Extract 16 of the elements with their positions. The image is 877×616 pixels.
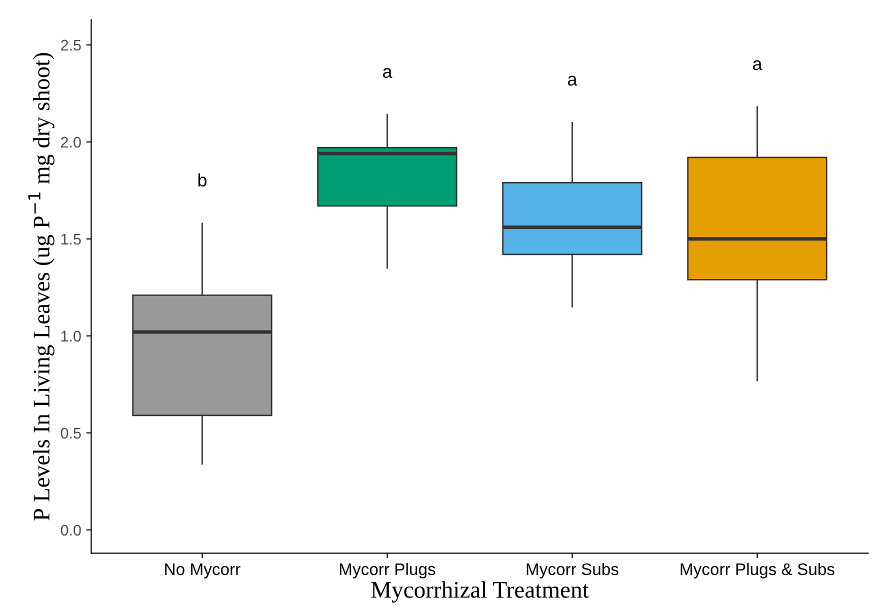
y-tick-label: 0.0 (60, 524, 81, 536)
annotation: a (568, 76, 578, 86)
y-tick-label: 2.5 (61, 40, 81, 51)
annotation: a (382, 68, 392, 78)
y-tick-label: 1.0 (61, 330, 81, 342)
annotation: a (752, 60, 762, 70)
x-tick-label: Mycorr Subs (526, 562, 618, 578)
y-tick-label: 2.0 (61, 136, 81, 148)
x-tick-label: Mycorr Plugs (340, 562, 436, 578)
y-tick-label: 0.5 (60, 428, 81, 439)
x-axis-title: Mycorrhizal Treatment (371, 581, 589, 603)
x-tick-label: Mycorr Plugs & Subs (680, 562, 834, 578)
x-tick-label: No Mycorr (165, 564, 240, 578)
annotation: b (198, 173, 206, 187)
y-axis-title: P Levels In Living Leaves (ug P$^{−1}$ mg dry shoot) (28, 52, 54, 520)
y-tick-label: 1.5 (61, 234, 81, 245)
